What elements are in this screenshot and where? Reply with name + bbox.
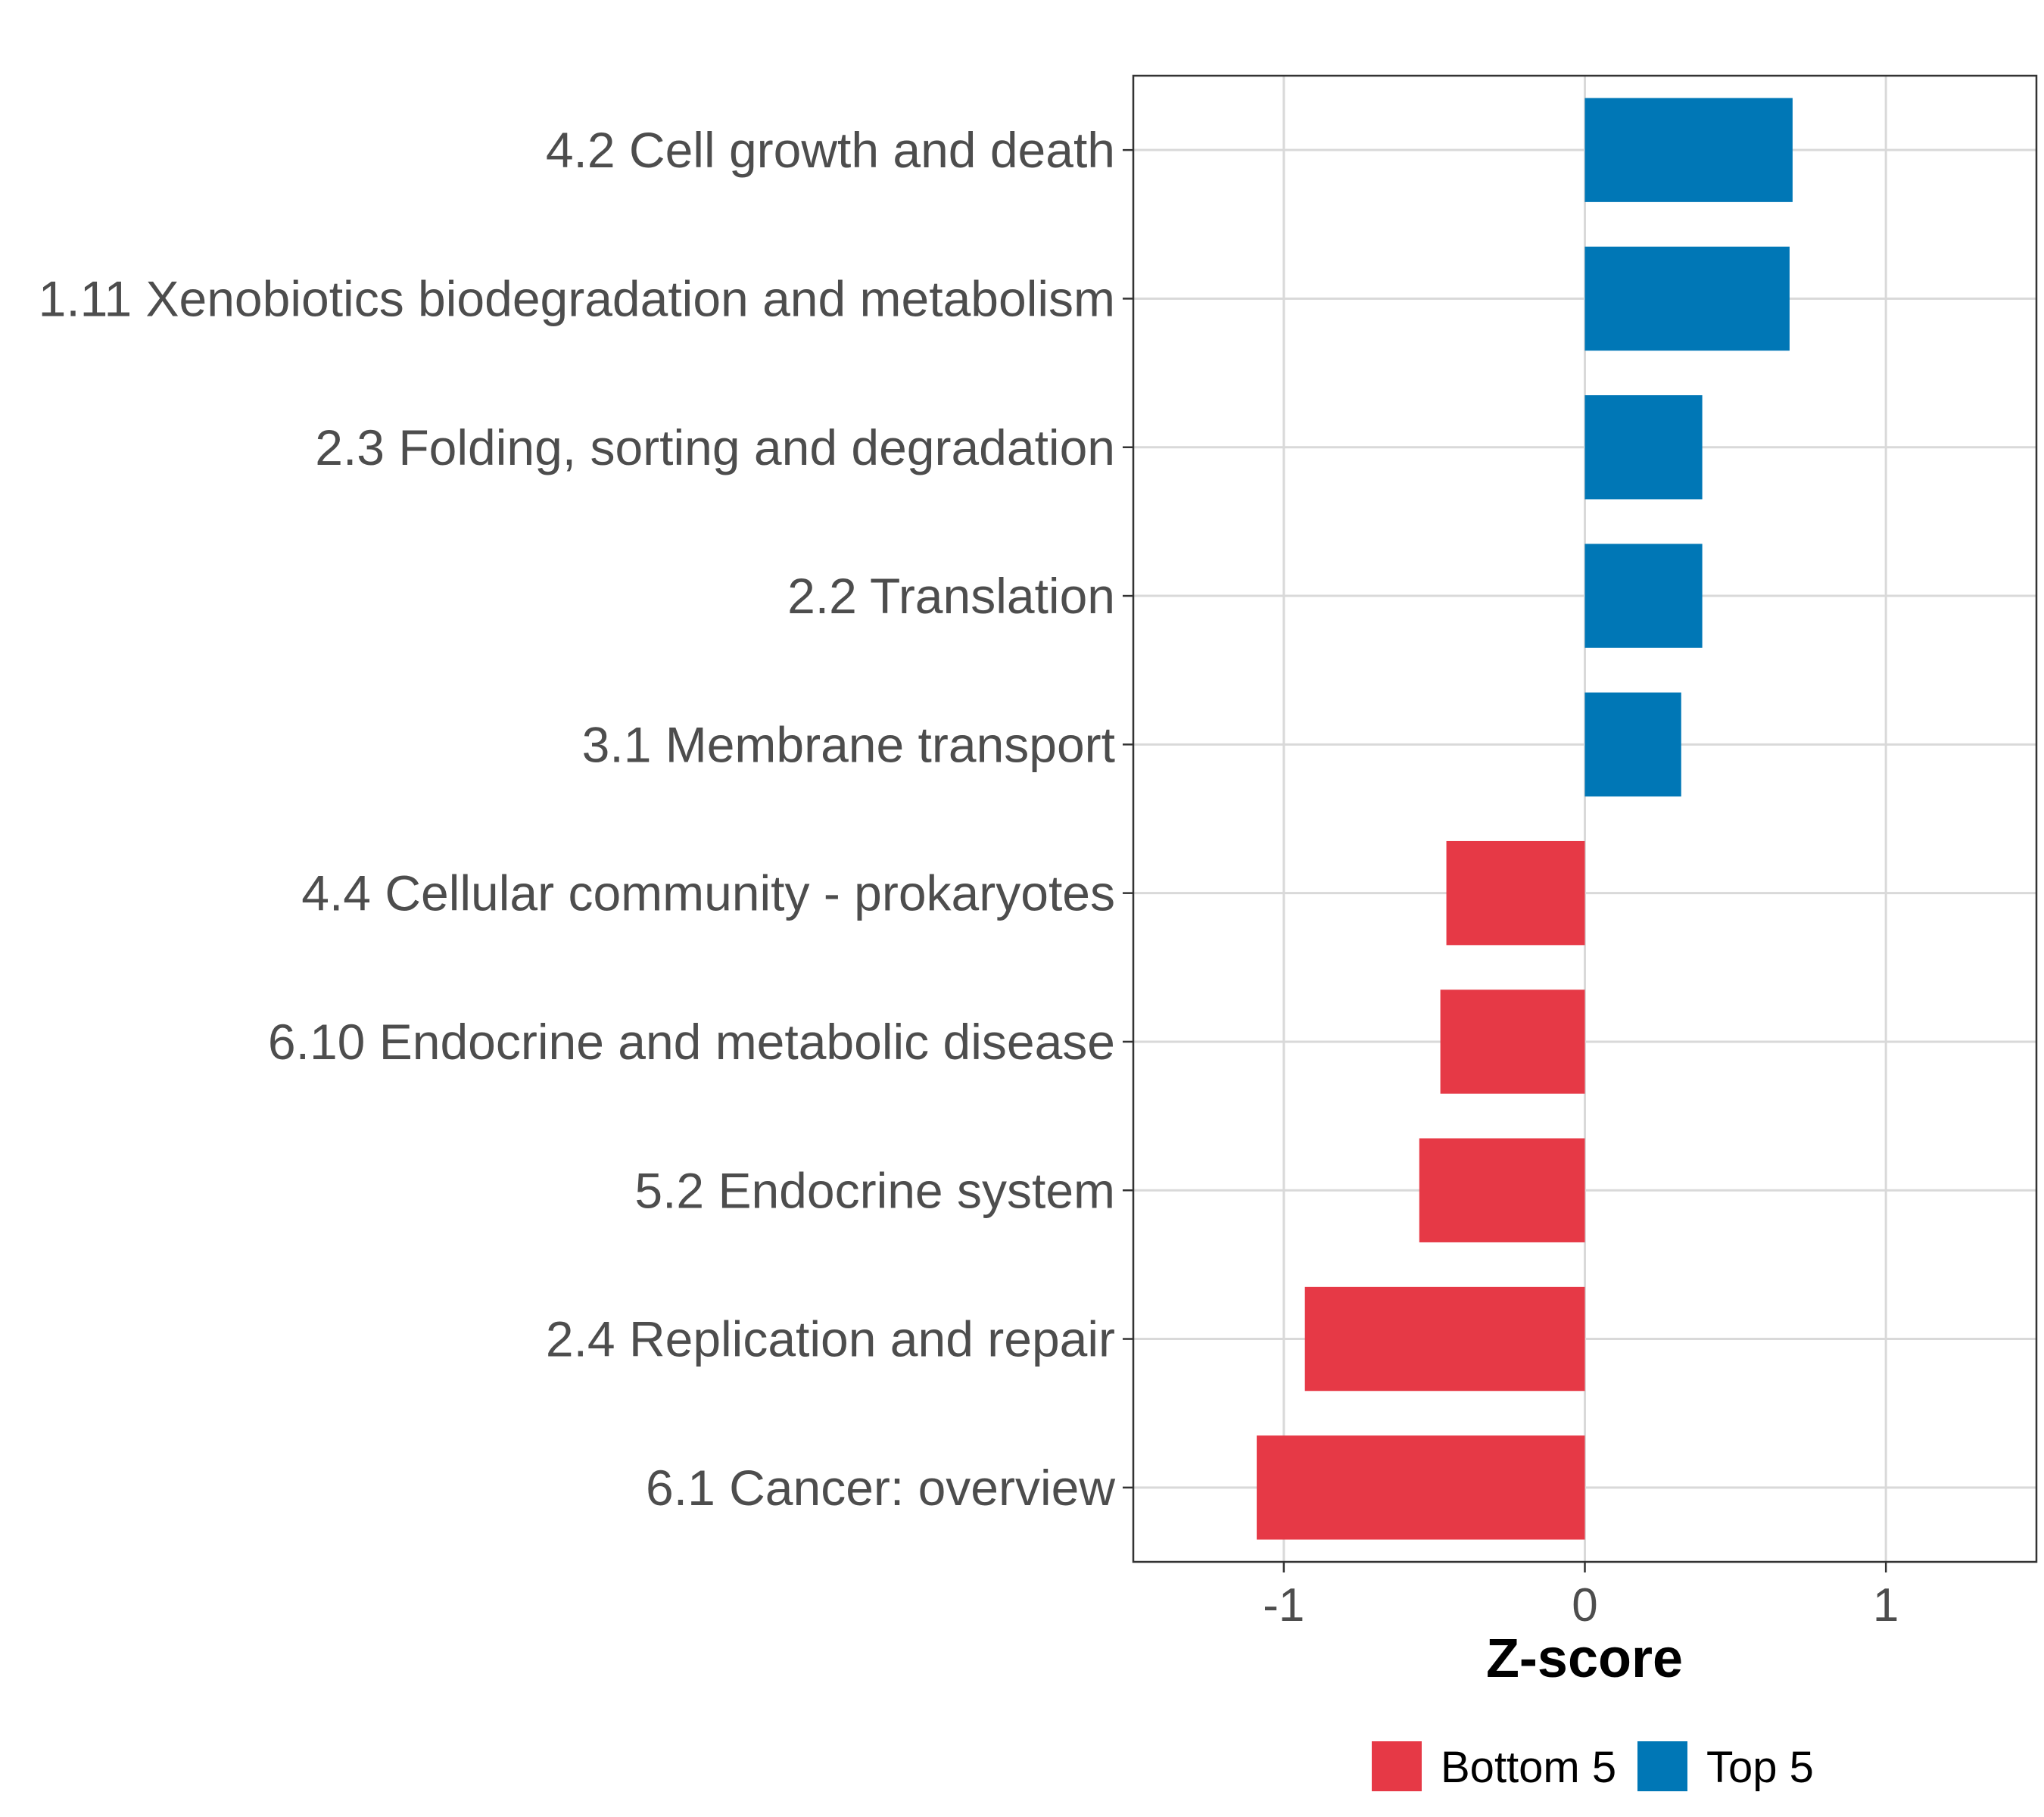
- x-tick-label: -1: [1263, 1579, 1304, 1632]
- y-tick-label: 2.4 Replication and repair: [546, 1311, 1115, 1367]
- bar-3-1-membrane-transport: [1584, 692, 1681, 797]
- legend-key-bottom-5: [1372, 1741, 1422, 1791]
- bar-4-2-cell-growth-and-death: [1584, 98, 1793, 202]
- bar-6-10-endocrine-and-metabolic-disease: [1440, 990, 1585, 1094]
- y-tick-label: 2.3 Folding, sorting and degradation: [315, 419, 1115, 475]
- x-tick-label: 1: [1873, 1579, 1899, 1632]
- bar-1-11-xenobiotics-biodegradation-and-metabolism: [1584, 246, 1790, 351]
- bar-5-2-endocrine-system: [1419, 1138, 1585, 1242]
- x-tick-label: 0: [1572, 1579, 1597, 1632]
- bar-4-4-cellular-community-prokaryotes: [1446, 840, 1585, 946]
- bar-6-1-cancer-overview: [1257, 1435, 1585, 1540]
- y-tick-label: 5.2 Endocrine system: [634, 1162, 1115, 1218]
- legend: Bottom 5 Top 5: [1372, 1741, 1814, 1792]
- bars: [1257, 98, 1793, 1540]
- y-tick-label: 6.10 Endocrine and metabolic disease: [268, 1014, 1115, 1070]
- y-axis: 4.2 Cell growth and death 1.11 Xenobiotic…: [39, 122, 1133, 1516]
- legend-key-top-5: [1637, 1741, 1687, 1791]
- y-tick-label: 6.1 Cancer: overview: [646, 1460, 1115, 1516]
- x-axis: -1 0 1: [1263, 1562, 1899, 1632]
- y-tick-label: 4.2 Cell growth and death: [546, 122, 1115, 178]
- legend-label-bottom-5: Bottom 5: [1441, 1743, 1616, 1792]
- x-axis-title: Z-score: [1486, 1628, 1683, 1689]
- y-tick-label: 3.1 Membrane transport: [582, 716, 1115, 772]
- y-tick-label: 2.2 Translation: [787, 568, 1115, 624]
- bar-2-2-translation: [1584, 544, 1703, 648]
- bar-2-4-replication-and-repair: [1304, 1286, 1585, 1392]
- y-tick-label: 1.11 Xenobiotics biodegradation and meta…: [39, 270, 1115, 326]
- legend-label-top-5: Top 5: [1706, 1743, 1814, 1792]
- bar-2-3-folding-sorting-and-degradation: [1584, 395, 1703, 500]
- y-tick-label: 4.4 Cellular community - prokaryotes: [301, 865, 1115, 921]
